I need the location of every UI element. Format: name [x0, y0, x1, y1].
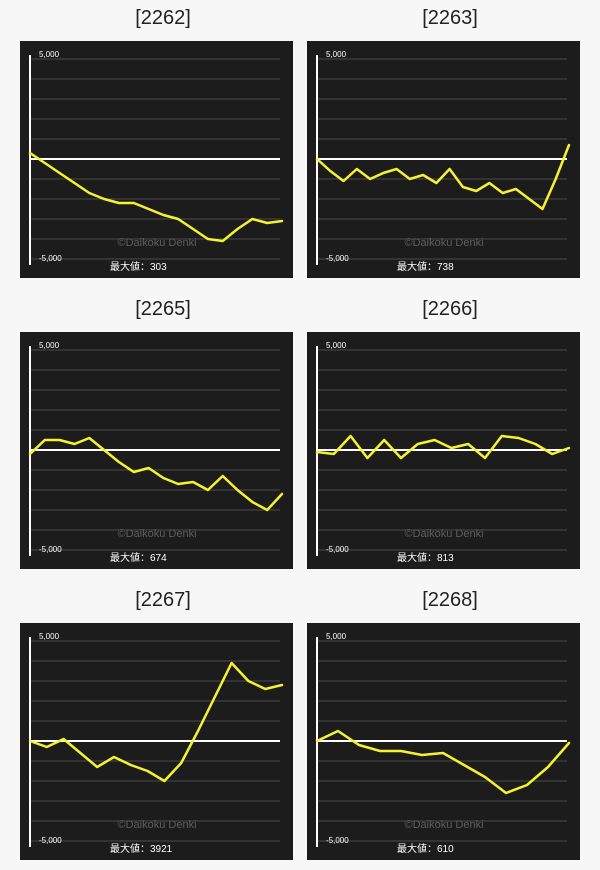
y-tick-label-top: 5,000: [39, 50, 60, 59]
data-line: [28, 436, 284, 512]
y-tick-label-bottom: -5,000: [326, 254, 349, 263]
chart-svg: 5,000 -5,000 ©Daikoku Denki 最大値：3921: [28, 632, 284, 855]
y-tick-label-top: 5,000: [326, 50, 347, 59]
y-tick-label-top: 5,000: [326, 341, 347, 350]
chart-svg: 5,000 -5,000 ©Daikoku Denki 最大値：303: [28, 50, 284, 273]
max-value-label: 最大値：813: [397, 551, 454, 564]
graph-title: [2263]: [422, 7, 478, 29]
y-tick-label-bottom: -5,000: [39, 836, 62, 845]
max-value-label: 最大値：610: [397, 842, 454, 855]
max-value-label: 最大値：3921: [110, 842, 173, 855]
chart-svg: 5,000 -5,000 ©Daikoku Denki 最大値：813: [315, 341, 571, 564]
y-tick-label-bottom: -5,000: [39, 545, 62, 554]
data-line: [315, 434, 571, 460]
y-tick-label-bottom: -5,000: [326, 545, 349, 554]
y-tick-label-top: 5,000: [39, 341, 60, 350]
data-line: [28, 151, 284, 243]
watermark-text: ©Daikoku Denki: [404, 528, 483, 540]
graph-panel: 5,000 -5,000 ©Daikoku Denki 最大値：738: [307, 41, 580, 278]
graph-panel: 5,000 -5,000 ©Daikoku Denki 最大値：3921: [20, 623, 293, 860]
data-line: [315, 729, 571, 795]
graph-title: [2267]: [135, 589, 191, 611]
watermark-text: ©Daikoku Denki: [117, 528, 196, 540]
graph-title: [2268]: [422, 589, 478, 611]
max-value-label: 最大値：303: [110, 260, 167, 273]
graph-panel: 5,000 -5,000 ©Daikoku Denki 最大値：813: [307, 332, 580, 569]
graph-title: [2265]: [135, 298, 191, 320]
max-value-label: 最大値：738: [397, 260, 454, 273]
watermark-text: ©Daikoku Denki: [117, 819, 196, 831]
graph-panel: 5,000 -5,000 ©Daikoku Denki 最大値：610: [307, 623, 580, 860]
y-tick-label-bottom: -5,000: [326, 836, 349, 845]
watermark-text: ©Daikoku Denki: [117, 237, 196, 249]
chart-svg: 5,000 -5,000 ©Daikoku Denki 最大値：610: [315, 632, 571, 855]
chart-svg: 5,000 -5,000 ©Daikoku Denki 最大値：674: [28, 341, 284, 564]
watermark-text: ©Daikoku Denki: [404, 237, 483, 249]
y-tick-label-top: 5,000: [326, 632, 347, 641]
graph-title: [2262]: [135, 7, 191, 29]
watermark-text: ©Daikoku Denki: [404, 819, 483, 831]
y-tick-label-bottom: -5,000: [39, 254, 62, 263]
graph-title: [2266]: [422, 298, 478, 320]
data-line: [315, 143, 571, 211]
data-line: [28, 661, 284, 783]
y-tick-label-top: 5,000: [39, 632, 60, 641]
chart-svg: 5,000 -5,000 ©Daikoku Denki 最大値：738: [315, 50, 571, 273]
max-value-label: 最大値：674: [110, 551, 167, 564]
graph-panel: 5,000 -5,000 ©Daikoku Denki 最大値：674: [20, 332, 293, 569]
graph-panel: 5,000 -5,000 ©Daikoku Denki 最大値：303: [20, 41, 293, 278]
